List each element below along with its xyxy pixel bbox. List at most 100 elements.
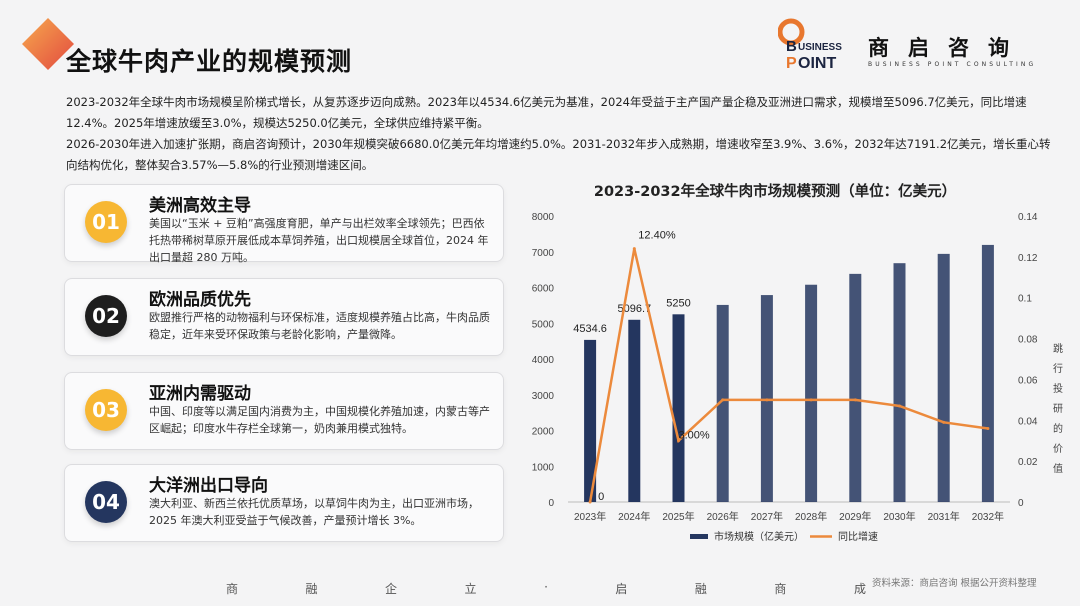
svg-text:OINT: OINT [798, 55, 836, 72]
card-description: 欧盟推行严格的动物福利与环保标准，适度规模养殖占比高，牛肉品质稳定，近年来受环保… [149, 311, 490, 341]
bar [628, 319, 641, 502]
growth-rate-point [721, 398, 725, 402]
footer-char: 成 [853, 582, 866, 596]
footer-char: 商 [226, 582, 239, 596]
card-number-badge: 03 [85, 389, 127, 431]
growth-rate-point [632, 247, 636, 251]
card-number-badge: 01 [85, 201, 127, 243]
footer-char: 商 [774, 582, 787, 596]
x-tick-label: 2023年 [574, 510, 606, 523]
card-title: 美洲高效主导 [149, 196, 251, 216]
footer-char: 企 [385, 582, 398, 596]
footer-slogan: 商 融 企 立 · 启 融 商 成 [226, 580, 866, 597]
bar [937, 253, 950, 502]
y-left-tick-label: 0 [548, 498, 554, 509]
y-left-tick-label: 5000 [532, 319, 555, 330]
card-description: 美国以“玉米 + 豆粕”高强度育肥，单产与出栏效率全球领先；巴西依托热带稀树草原… [149, 217, 489, 264]
bar [893, 263, 906, 502]
legend-label: 同比增速 [838, 530, 878, 543]
region-card-americas: 01 美洲高效主导 美国以“玉米 + 豆粕”高强度育肥，单产与出栏效率全球领先；… [64, 184, 504, 264]
y-left-tick-label: 2000 [532, 427, 555, 438]
footer-char: 融 [694, 582, 707, 596]
x-tick-label: 2032年 [972, 510, 1004, 523]
legend-label: 市场规模（亿美元） [714, 530, 804, 543]
card-description: 澳大利亚、新西兰依托优质草场，以草饲牛肉为主，出口亚洲市场，2025 年澳大利亚… [149, 497, 479, 527]
logo-name-en: BUSINESS POINT CONSULTING [868, 61, 1037, 68]
bar [849, 273, 862, 502]
y-right-tick-label: 0.06 [1018, 375, 1038, 386]
y-right-tick-label: 0.14 [1018, 212, 1038, 223]
bar [805, 284, 818, 502]
right-axis-label-char: 行 [1053, 364, 1063, 375]
right-axis-label-char: 跳 [1053, 344, 1063, 355]
bar [584, 339, 597, 502]
region-card-oceania: 04 大洋洲出口导向 澳大利亚、新西兰依托优质草场，以草饲牛肉为主，出口亚洲市场… [64, 464, 504, 542]
x-tick-label: 2029年 [839, 510, 871, 523]
intro-paragraph-1: 2023-2032年全球牛肉市场规模呈阶梯式增长，从复苏逐步迈向成熟。2023年… [66, 95, 1027, 130]
bar-data-label: 5250 [666, 297, 690, 309]
growth-rate-point [809, 398, 813, 402]
x-tick-label: 2024年 [618, 510, 650, 523]
logo-name-cn: 商启咨询 [868, 36, 1028, 60]
footer-char: 启 [615, 582, 628, 596]
right-axis-label-char: 的 [1053, 424, 1063, 435]
footer-char: · [544, 580, 548, 594]
y-right-tick-label: 0.04 [1018, 416, 1038, 427]
growth-rate-line [588, 248, 989, 503]
x-tick-label: 2027年 [751, 510, 783, 523]
right-axis-label-char: 值 [1053, 464, 1063, 475]
card-title: 大洋洲出口导向 [149, 476, 268, 496]
logo-mark: B USINESS P OINT [778, 18, 842, 72]
svg-text:USINESS: USINESS [798, 42, 842, 53]
footer-char: 立 [464, 582, 477, 596]
y-left-tick-label: 7000 [532, 248, 555, 259]
intro-text: 2023-2032年全球牛肉市场规模呈阶梯式增长，从复苏逐步迈向成熟。2023年… [66, 92, 1056, 176]
chart-title: 2023-2032年全球牛肉市场规模预测（单位：亿美元） [593, 184, 957, 200]
y-left-tick-label: 8000 [532, 212, 555, 223]
y-left-tick-label: 3000 [532, 391, 555, 402]
bar-data-label: 5096.7 [617, 303, 651, 315]
growth-rate-point [853, 398, 857, 402]
market-size-chart: 0 1000 2000 3000 4000 5000 6000 7000 8000 0 0.02 0.… [532, 212, 1038, 543]
x-tick-label: 2025年 [662, 510, 694, 523]
card-number-badge: 04 [85, 481, 127, 523]
x-tick-label: 2028年 [795, 510, 827, 523]
right-axis-label-char: 价 [1053, 444, 1063, 455]
region-card-asia: 03 亚洲内需驱动 中国、印度等以满足国内消费为主，中国规模化养殖加速，内蒙古等… [64, 372, 504, 450]
y-right-tick-label: 0.02 [1018, 457, 1038, 468]
card-title: 欧洲品质优先 [149, 290, 251, 310]
card-description: 中国、印度等以满足国内消费为主，中国规模化养殖加速，内蒙古等产区崛起；印度水牛存… [149, 405, 490, 435]
source-note: 资料来源：商启咨询 根据公开资料整理 [872, 578, 1037, 589]
region-card-europe: 02 欧洲品质优先 欧盟推行严格的动物福利与环保标准，适度规模养殖占比高，牛肉品… [64, 278, 504, 356]
card-title: 亚洲内需驱动 [149, 384, 251, 404]
right-axis-label-char: 投 [1053, 384, 1063, 395]
bar-data-label: 4534.6 [573, 323, 607, 335]
y-right-tick-label: 0 [1018, 498, 1024, 509]
corner-decoration [22, 18, 74, 70]
line-data-label: 3.00% [679, 430, 710, 442]
company-logo: B USINESS P OINT 商启咨询 BUSINESS POINT CON… [778, 18, 1068, 74]
page-title: 全球牛肉产业的规模预测 [66, 47, 353, 76]
svg-text:P: P [786, 55, 797, 72]
growth-rate-point [677, 439, 680, 443]
bar [716, 304, 729, 502]
svg-text:B: B [786, 38, 797, 55]
bar [672, 314, 685, 502]
y-right-tick-label: 0.1 [1018, 294, 1032, 305]
growth-rate-point [898, 404, 901, 408]
y-left-tick-label: 4000 [532, 355, 555, 366]
right-axis-label: 跳行投研的价值 [1052, 340, 1064, 480]
growth-rate-point [588, 500, 592, 504]
line-data-label: 12.40% [638, 230, 676, 242]
y-right-tick-label: 0.08 [1018, 335, 1038, 346]
y-left-tick-label: 6000 [532, 284, 555, 295]
x-tick-label: 2026年 [707, 510, 739, 523]
x-tick-label: 2031年 [928, 510, 960, 523]
growth-rate-point [765, 398, 769, 402]
growth-rate-point [942, 420, 946, 424]
intro-paragraph-2: 2026-2030年进入加速扩张期，商启咨询预计，2030年规模突破6680.0… [66, 137, 1051, 172]
legend-swatch-bar [690, 534, 708, 539]
bar [981, 244, 994, 502]
y-left-tick-label: 1000 [532, 462, 555, 473]
y-right-tick-label: 0.12 [1018, 253, 1038, 264]
